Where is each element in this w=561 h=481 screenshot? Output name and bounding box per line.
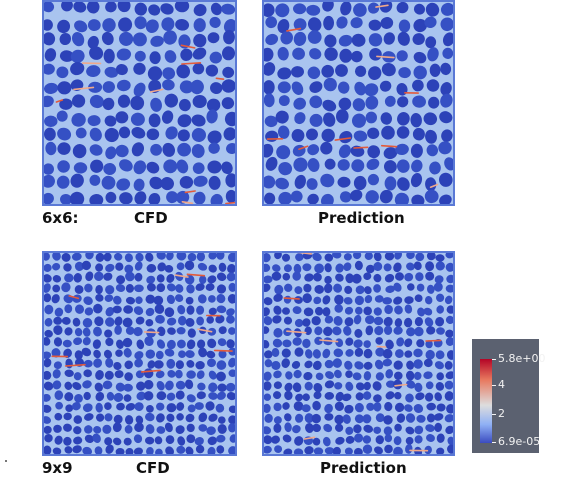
colorbar-legend: 5.8e+00 4 2 6.9e-05 xyxy=(472,339,545,453)
prediction-field-6x6 xyxy=(262,0,455,206)
prediction-label-row1: Prediction xyxy=(318,209,405,227)
prediction-field-9x9 xyxy=(262,251,455,456)
cfd-label-row1: CFD xyxy=(134,209,168,227)
cfd-field-6x6 xyxy=(42,0,237,206)
grid-label-9x9: 9x9 xyxy=(42,459,73,477)
colorbar-max-label: 5.8e+00 xyxy=(498,352,546,365)
colorbar-tick-4: 4 xyxy=(498,378,505,391)
cfd-field-9x9 xyxy=(42,251,237,456)
colorbar-min-label: 6.9e-05 xyxy=(498,435,541,448)
colorbar-gradient xyxy=(480,359,492,443)
colorbar-tick-2: 2 xyxy=(498,407,505,420)
cfd-label-row2: CFD xyxy=(136,459,170,477)
prediction-label-row2: Prediction xyxy=(320,459,407,477)
grid-label-6x6: 6x6: xyxy=(42,209,79,227)
stray-mark xyxy=(5,460,7,462)
